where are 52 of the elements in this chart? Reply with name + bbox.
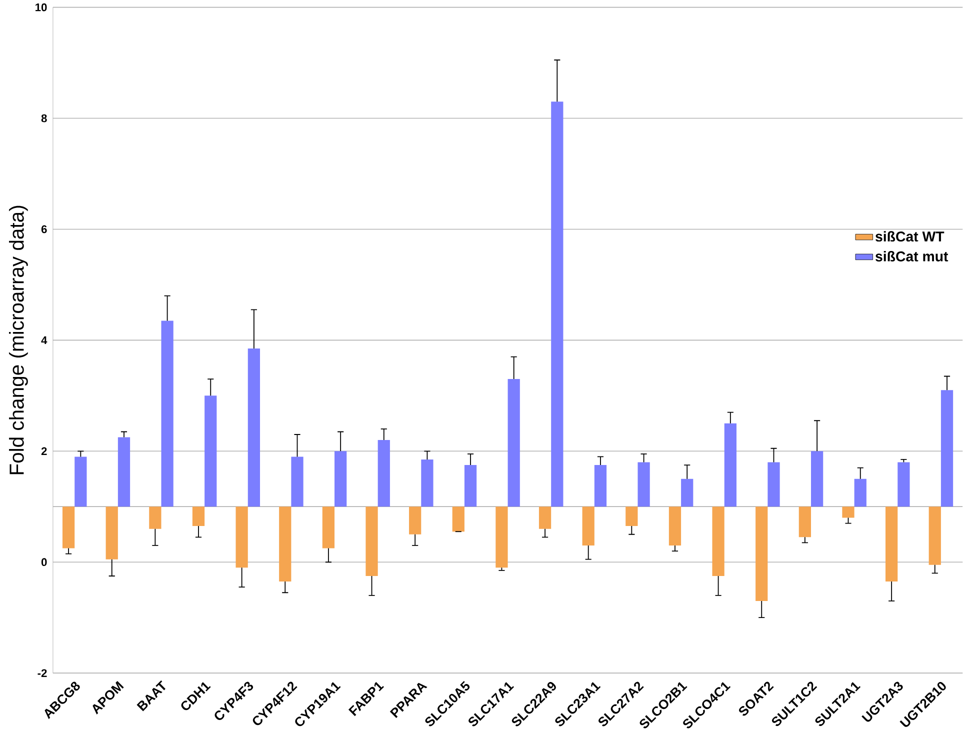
bar <box>409 506 422 535</box>
bar <box>204 396 217 507</box>
y-tick-label: 2 <box>41 447 47 456</box>
bar <box>594 465 607 507</box>
bar <box>508 379 520 507</box>
bar <box>464 465 477 507</box>
bar <box>768 462 780 507</box>
bar <box>192 506 205 526</box>
bar <box>928 506 941 566</box>
bar <box>798 506 811 538</box>
bar <box>74 456 87 507</box>
bar <box>236 506 248 568</box>
bar <box>724 424 736 507</box>
bar <box>668 506 682 546</box>
bar <box>681 479 694 507</box>
bar <box>421 460 434 507</box>
bar <box>898 462 910 507</box>
bar <box>149 506 162 530</box>
bar <box>854 479 866 507</box>
y-tick-label: 10 <box>36 4 47 12</box>
bar <box>626 506 638 526</box>
bar <box>638 462 650 507</box>
bar <box>940 390 954 507</box>
bar <box>452 506 464 532</box>
bar <box>551 102 564 507</box>
y-tick-label: 0 <box>41 558 47 566</box>
y-tick-label: 8 <box>41 114 47 122</box>
bar <box>842 506 854 518</box>
bar <box>810 451 824 507</box>
bar <box>291 456 304 507</box>
bar <box>582 506 594 546</box>
legend-label: sißCat mut <box>876 251 948 262</box>
y-tick-label: 4 <box>41 336 48 344</box>
y-tick-label: -2 <box>38 669 47 678</box>
bar <box>886 506 898 582</box>
legend-label: sißCat WT <box>876 231 944 242</box>
y-axis-title: Fold change (microarray data) <box>9 206 28 474</box>
bar <box>106 506 118 560</box>
bar <box>378 440 390 507</box>
bar <box>712 506 724 576</box>
bar <box>334 451 347 507</box>
bar <box>496 506 508 568</box>
bar <box>366 506 378 576</box>
y-tick-label: 6 <box>41 226 47 234</box>
bar <box>248 348 260 507</box>
bar <box>756 506 768 602</box>
bar <box>322 506 335 548</box>
bar <box>538 506 552 530</box>
bar <box>161 320 174 507</box>
bar <box>118 437 130 507</box>
bar <box>62 506 75 548</box>
bar <box>279 506 292 582</box>
